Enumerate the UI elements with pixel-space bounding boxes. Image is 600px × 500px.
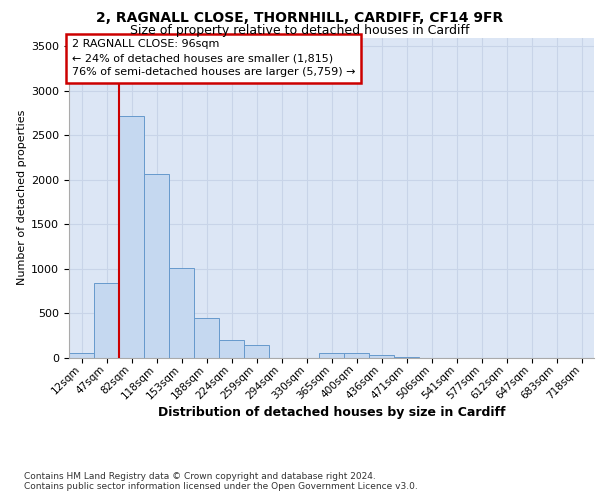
Bar [319, 353, 344, 358]
Bar [219, 340, 244, 357]
Bar [119, 116, 144, 358]
Text: Contains public sector information licensed under the Open Government Licence v3: Contains public sector information licen… [24, 482, 418, 491]
Text: 2, RAGNALL CLOSE, THORNHILL, CARDIFF, CF14 9FR: 2, RAGNALL CLOSE, THORNHILL, CARDIFF, CF… [97, 11, 503, 25]
Bar [194, 318, 219, 358]
Bar [394, 356, 419, 358]
Bar [94, 283, 119, 358]
Text: Contains HM Land Registry data © Crown copyright and database right 2024.: Contains HM Land Registry data © Crown c… [24, 472, 376, 481]
X-axis label: Distribution of detached houses by size in Cardiff: Distribution of detached houses by size … [158, 406, 505, 419]
Text: Size of property relative to detached houses in Cardiff: Size of property relative to detached ho… [130, 24, 470, 37]
Bar [369, 355, 394, 358]
Bar [169, 268, 194, 358]
Y-axis label: Number of detached properties: Number of detached properties [17, 110, 27, 285]
Bar [69, 353, 94, 358]
Bar [344, 352, 369, 358]
Text: 2 RAGNALL CLOSE: 96sqm
← 24% of detached houses are smaller (1,815)
76% of semi-: 2 RAGNALL CLOSE: 96sqm ← 24% of detached… [71, 39, 355, 77]
Bar [144, 174, 169, 358]
Bar [244, 345, 269, 358]
